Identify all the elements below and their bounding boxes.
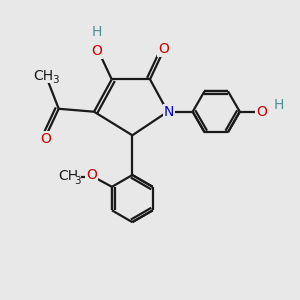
Text: N: N	[164, 105, 174, 119]
Text: O: O	[256, 105, 267, 119]
Text: H: H	[274, 98, 284, 112]
Text: 3: 3	[52, 75, 59, 85]
Text: H: H	[91, 25, 102, 39]
Text: O: O	[40, 132, 51, 146]
Text: O: O	[91, 44, 102, 58]
Text: CH: CH	[58, 169, 79, 184]
Text: 3: 3	[74, 176, 81, 186]
Text: CH: CH	[34, 69, 54, 83]
Text: O: O	[158, 42, 169, 56]
Text: O: O	[86, 168, 97, 182]
